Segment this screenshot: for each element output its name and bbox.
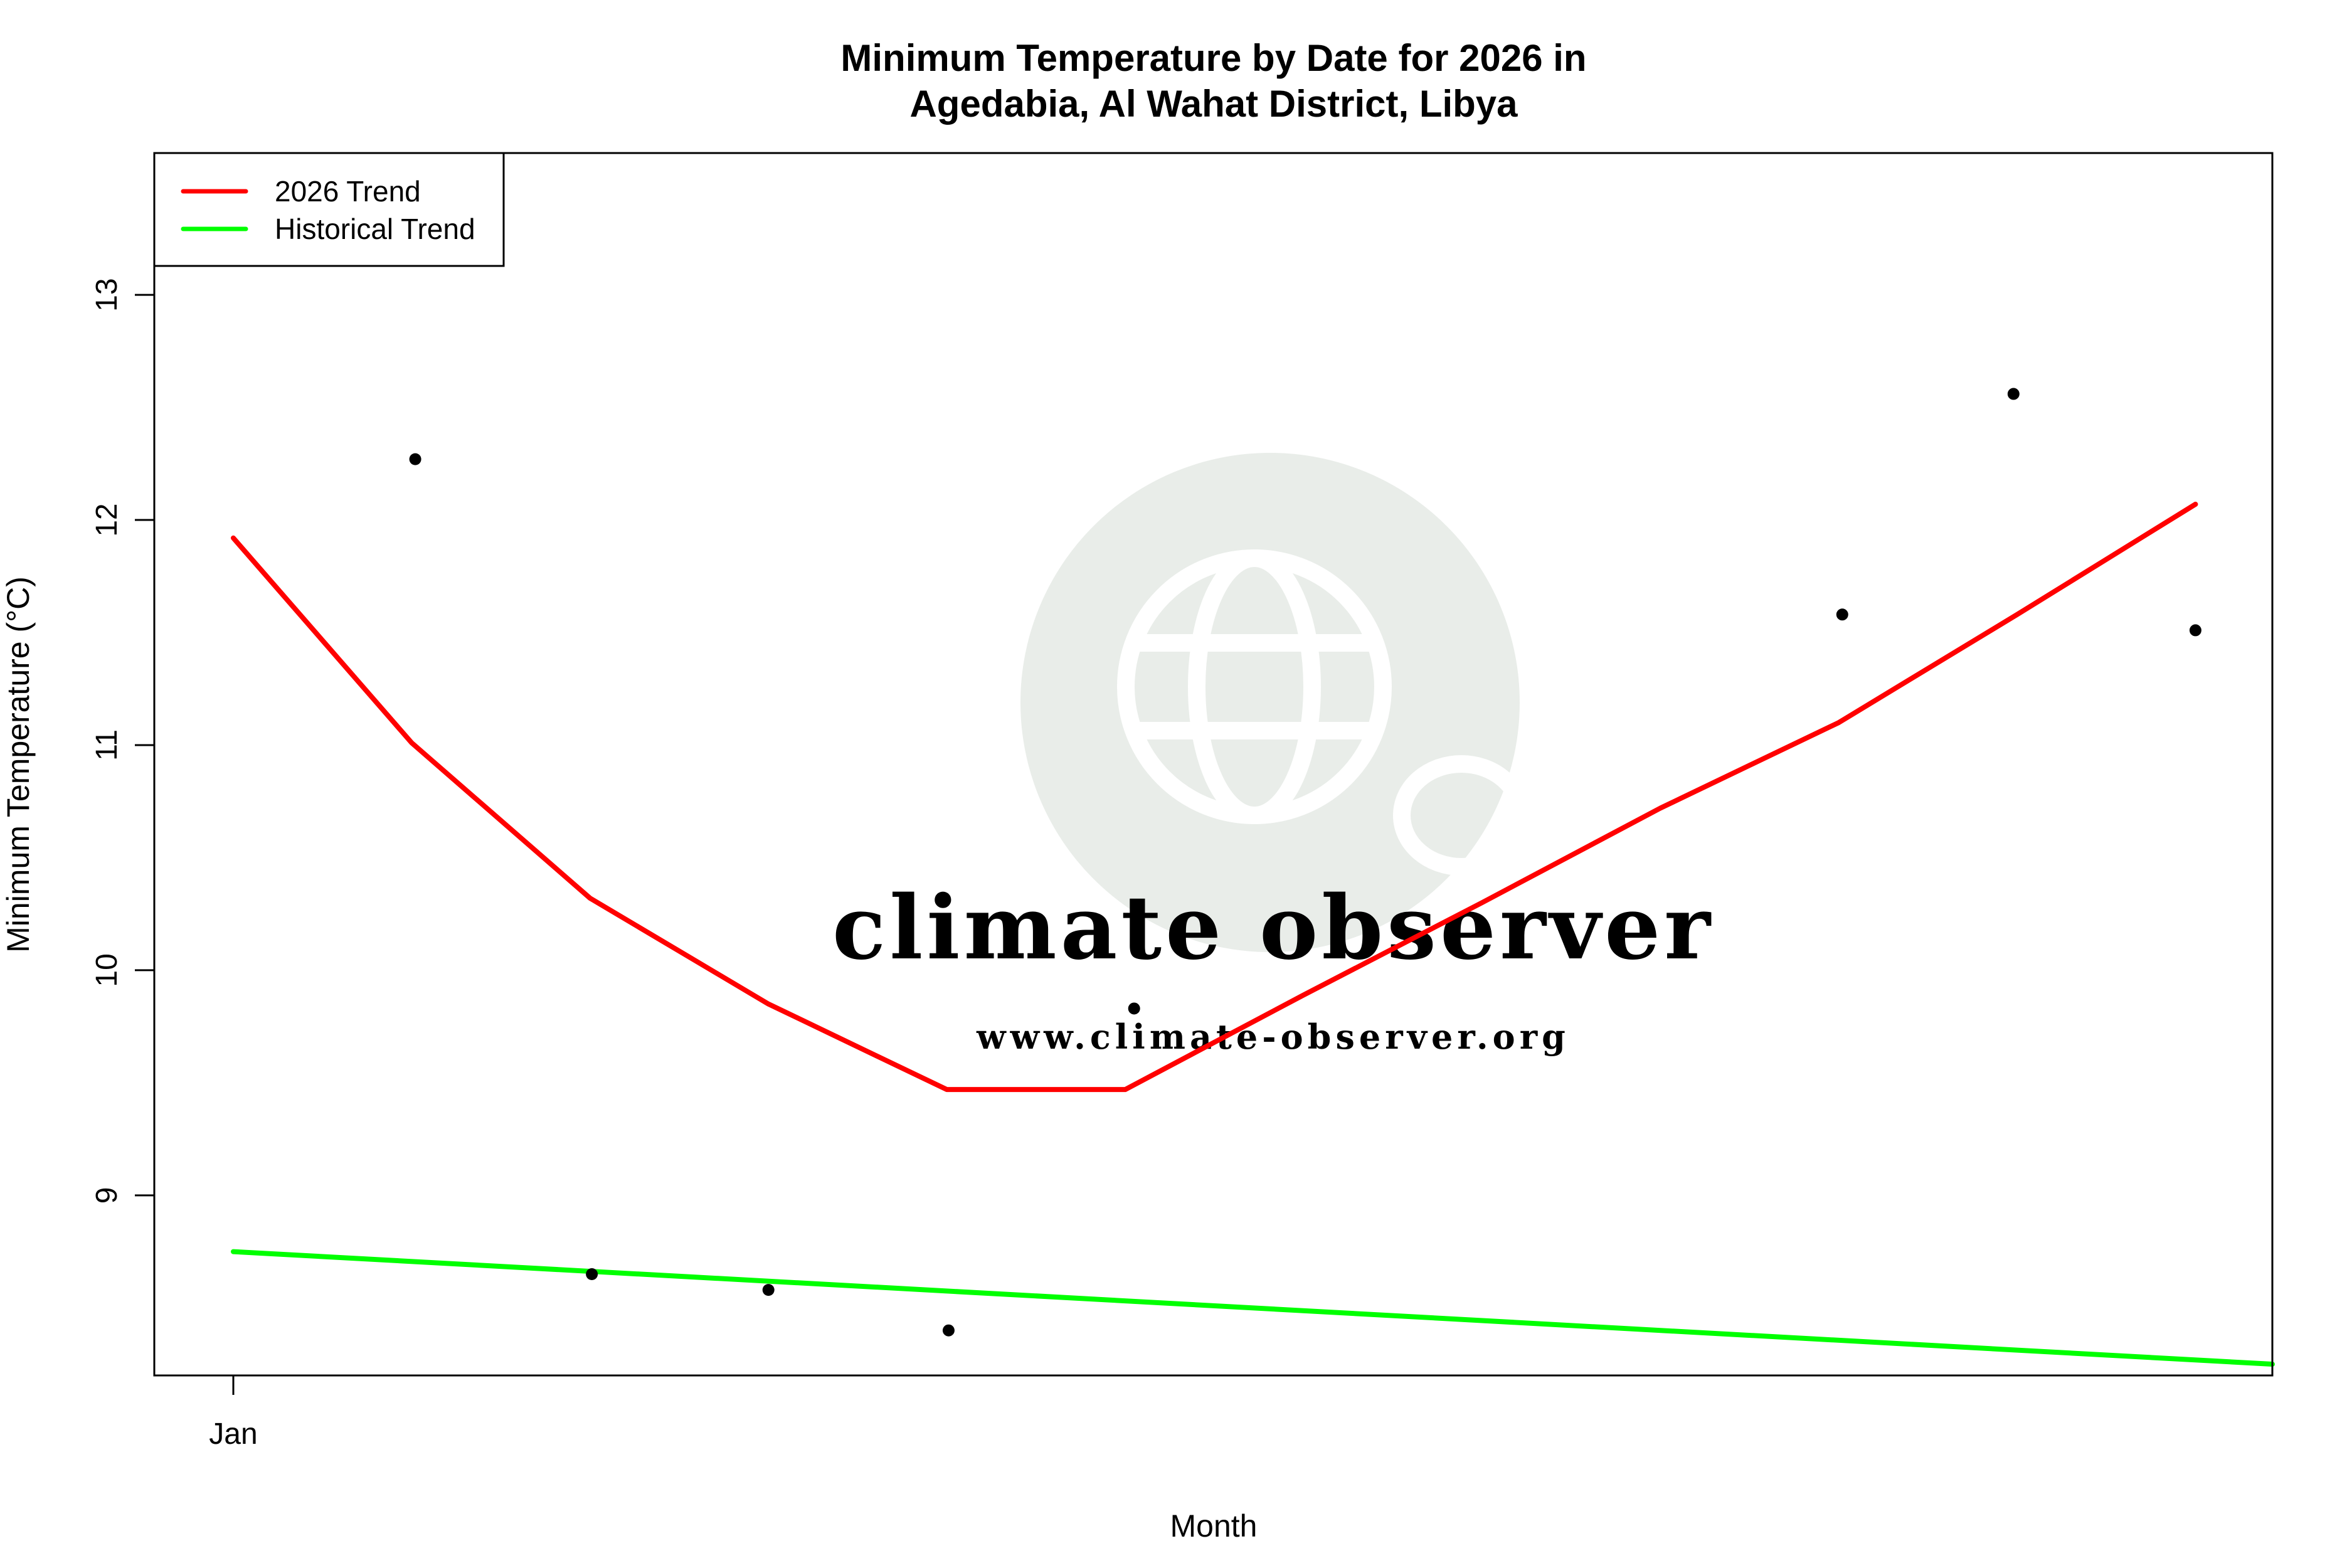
legend-label-historical: Historical Trend	[275, 213, 475, 245]
legend-label-2026: 2026 Trend	[275, 175, 421, 208]
watermark: climate observer www.climate-observer.or…	[832, 453, 1714, 1057]
y-axis-ticks	[135, 294, 154, 1197]
watermark-url-text: www.climate-observer.org	[976, 1017, 1570, 1057]
x-axis-title: Month	[1170, 1508, 1258, 1544]
y-tick-label: 10	[90, 953, 124, 987]
y-tick-label: 13	[90, 278, 124, 311]
plot-border	[153, 152, 2274, 1377]
chart-title-line1: Minimum Temperature by Date for 2026 in	[840, 37, 1586, 79]
legend: 2026 Trend Historical Trend	[153, 152, 505, 267]
globe-search-icon	[1117, 549, 1589, 943]
y-axis-labels: 9 10 11 12 13	[90, 278, 124, 1204]
legend-box	[153, 152, 505, 267]
historical-trend-line	[230, 1249, 2275, 1367]
y-tick-label: 12	[90, 503, 124, 536]
y-axis-title: Minimum Temperature (°C)	[1, 576, 36, 953]
y-tick-label: 11	[90, 729, 124, 761]
scatter-points	[409, 388, 2201, 1337]
trend-2026-line	[230, 501, 2198, 1093]
y-tick-label: 9	[90, 1187, 124, 1204]
x-tick-label-jan: Jan	[209, 1417, 257, 1451]
magnifier-lens	[1393, 755, 1530, 876]
chart-title-line2: Agedabia, Al Wahat District, Libya	[909, 83, 1518, 125]
watermark-brand-text: climate observer	[832, 877, 1714, 980]
magnifier-handle	[1500, 849, 1589, 943]
chart-title: Minimum Temperature by Date for 2026 in …	[840, 37, 1586, 125]
